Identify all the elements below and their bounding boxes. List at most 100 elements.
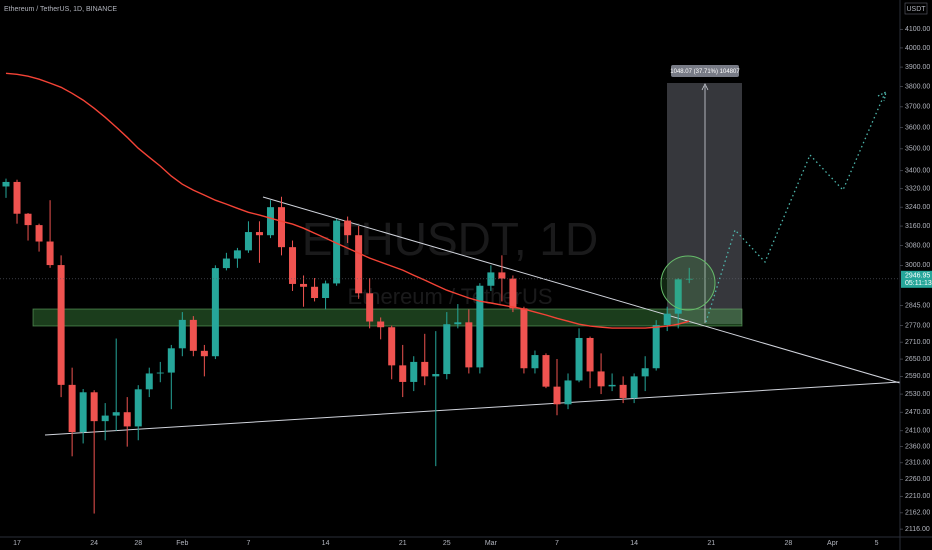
candle-body [333,220,341,284]
candle-body [498,272,506,279]
candle-body [608,384,616,387]
y-tick-label: 3800.00 [905,84,930,91]
candle-body [134,389,142,427]
x-tick-label: Apr [827,540,839,547]
candle-body [663,313,671,326]
candle-body [278,207,285,248]
candle-body [233,250,241,259]
candle-body [652,325,660,369]
candle-body [123,412,131,427]
projection-path [705,92,886,323]
candle-body [542,355,550,387]
x-tick-label: Mar [485,540,498,547]
candle-body [355,235,363,294]
candle-body [487,272,495,286]
x-tick-label: 28 [134,540,142,547]
y-tick-label: 2530.00 [905,391,930,398]
x-tick-label: 7 [555,540,559,547]
x-tick-label: 5 [875,540,879,547]
y-tick-label: 2470.00 [905,409,930,416]
last-price-label: 2946.95 [905,273,930,280]
y-tick-label: 4100.00 [905,26,930,33]
y-tick-label: 2710.00 [905,339,930,346]
x-tick-label: 14 [322,540,330,547]
y-tick-label: 2260.00 [905,476,930,483]
candle-body [377,321,385,328]
candle-body [531,355,539,369]
candle-body [509,278,517,309]
watermark-description: Ethereum / TetherUS [347,284,552,309]
candle-body [24,213,32,226]
candle-body [2,181,10,187]
candle-body [597,371,605,387]
candle-body [35,225,43,242]
x-tick-label: 21 [707,540,715,547]
y-tick-label: 3240.00 [905,204,930,211]
support-zone [32,308,743,327]
y-tick-label: 2410.00 [905,428,930,435]
y-tick-label: 2650.00 [905,356,930,363]
candle-body [57,265,65,385]
chart-title: Ethereum / TetherUS, 1D, BINANCE [4,6,117,13]
candle-body [443,324,451,375]
x-tick-label: 21 [399,540,407,547]
candle-body [90,392,98,422]
position-label-box [671,65,739,77]
y-tick-label: 2770.00 [905,322,930,329]
candle-body [222,258,230,269]
watermark: ETHUSDT, 1D Ethereum / TetherUS [302,213,598,309]
candle-body [421,361,429,377]
y-tick-label: 2360.00 [905,443,930,450]
candle-body [344,220,352,236]
candle-body [145,373,153,390]
last-price-box [901,270,932,288]
candle-body [211,268,219,357]
x-tick-label: 17 [13,540,21,547]
moving-average [5,72,690,329]
candle-body [156,372,164,374]
y-tick-label: 4000.00 [905,45,930,52]
y-tick-label: 2210.00 [905,493,930,500]
watermark-symbol: ETHUSDT, 1D [302,213,598,265]
candle-body [112,412,120,416]
x-tick-label: Feb [176,540,188,547]
candle-body [101,415,109,422]
x-tick-label: 7 [246,540,250,547]
candle-body [432,374,440,377]
y-tick-label: 2845.00 [905,302,930,309]
candle-body [266,207,274,236]
candle-body [685,278,693,280]
candle-body [454,322,462,325]
candle-body [322,283,330,299]
candle-body [465,322,473,368]
candle-body [399,365,407,382]
candle-body [410,361,418,382]
candle-body [575,337,583,381]
y-tick-label: 3700.00 [905,104,930,111]
y-tick-label: 3320.00 [905,186,930,193]
y-tick-label: 3000.00 [905,262,930,269]
candle-body [641,368,649,377]
currency: USDT [906,6,926,13]
candle-body [564,380,572,405]
x-tick-label: 25 [443,540,451,547]
candle-body [200,350,208,357]
candle-body [46,241,54,266]
y-tick-label: 3080.00 [905,242,930,249]
candle-body [586,337,594,372]
countdown-label: 05:11:13 [905,280,932,287]
candle-body [68,384,76,433]
highlight-circle [660,255,716,311]
candle-body [476,285,484,368]
currency-box [904,2,928,15]
candle-body [520,308,528,369]
candle-body [674,279,682,314]
x-tick-label: 14 [630,540,638,547]
x-tick-label: 24 [90,540,98,547]
y-tick-label: 3500.00 [905,146,930,153]
candle-body [79,392,87,433]
